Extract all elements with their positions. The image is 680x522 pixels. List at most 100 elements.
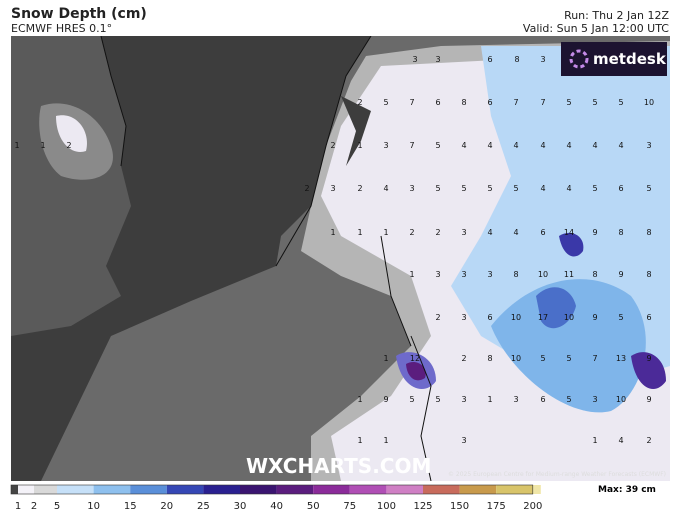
grid-value: 4 [540,141,545,150]
grid-value: 6 [487,98,492,107]
colorbar-tick-label: 40 [270,501,283,512]
colorbar: Max: 39 cm 1 2 5 10 15 20 25 30 40 50 75 100 125 150 1… [10,484,656,512]
snow-england [56,115,87,152]
grid-value: 4 [513,228,518,237]
colorbar-tick-label: 20 [160,501,173,512]
grid-value: 4 [618,141,623,150]
colorbar-segment [18,485,34,494]
grid-value: 6 [487,313,492,322]
logo-box: metdesk [561,42,667,76]
grid-value: 2 [357,184,362,193]
grid-value: 11 [564,270,574,279]
grid-value: 3 [461,436,466,445]
grid-values: 3 3 6 8 32 5 7 6 8 6 7 7 5 5 5 101 1 2 2 1 3 7 5 4 4 4 4 4 4 4 32 3 2 4 3 5… [14,55,654,445]
colorbar-tick-label: 200 [523,501,542,512]
grid-value: 8 [513,270,518,279]
grid-value: 8 [487,354,492,363]
snow-30cm [406,361,426,381]
grid-value: 5 [383,98,388,107]
grid-value: 5 [618,313,623,322]
map: 3 3 6 8 32 5 7 6 8 6 7 7 5 5 5 101 1 2 2 1 3 7 5 4 4 4 4 4 4 4 32 3 2 4 3 5… [11,36,670,481]
colorbar-tick-label: 1 [15,501,21,512]
logo-bg [561,42,667,76]
grid-value: 7 [513,98,518,107]
grid-value: 3 [487,270,492,279]
grid-value: 1 [357,395,362,404]
grid-value: 2 [357,98,362,107]
grid-value: 5 [540,354,545,363]
grid-value: 3 [592,395,597,404]
snow-20cm [559,232,584,257]
grid-value: 1 [592,436,597,445]
colorbar-segment [459,485,497,494]
grid-value: 2 [646,436,651,445]
grid-value: 5 [435,395,440,404]
grid-value: 6 [435,98,440,107]
watermark: WXCHARTS.COM [246,454,431,478]
grid-value: 5 [435,184,440,193]
valid-time: Valid: Sun 5 Jan 12:00 UTC [522,22,669,35]
grid-value: 5 [592,184,597,193]
colorbar-segment [532,485,541,494]
grid-value: 3 [461,313,466,322]
grid-value: 7 [409,141,414,150]
grid-value: 4 [540,184,545,193]
grid-value: 4 [383,184,388,193]
grid-value: 8 [646,228,651,237]
colorbar-segment [166,485,204,494]
colorbar-segment [423,485,460,494]
grid-value: 5 [461,184,466,193]
grid-value: 5 [487,184,492,193]
grid-value: 10 [511,313,521,322]
grid-value: 4 [487,141,492,150]
colorbar-frame [10,484,534,495]
grid-value: 2 [304,184,309,193]
grid-value: 1 [14,141,19,150]
colorbar-tick-label: 175 [487,501,506,512]
colorbar-tick-label: 75 [343,501,356,512]
grid-value: 9 [646,395,651,404]
grid-value: 9 [646,354,651,363]
colorbar-tick-label: 150 [450,501,469,512]
grid-value: 3 [435,55,440,64]
grid-value: 6 [618,184,623,193]
grid-value: 6 [646,313,651,322]
grid-value: 5 [409,395,414,404]
grid-value: 5 [435,141,440,150]
grid-value: 3 [461,228,466,237]
max-value: Max: 39 cm [598,485,656,495]
colorbar-tick-label: 100 [377,501,396,512]
grid-value: 4 [618,436,623,445]
snow-25cm [631,352,666,389]
colorbar-segment [386,485,423,494]
grid-value: 3 [513,395,518,404]
colorbar-segment [313,485,350,494]
colorbar-tick-label: 25 [197,501,210,512]
grid-value: 3 [540,55,545,64]
grid-value: 12 [410,354,420,363]
grid-value: 3 [461,270,466,279]
grid-value: 5 [566,354,571,363]
grid-value: 8 [461,98,466,107]
grid-value: 1 [487,395,492,404]
grid-value: 1 [383,228,388,237]
grid-value: 3 [412,55,417,64]
borders [100,36,432,481]
grid-value: 2 [66,141,71,150]
colorbar-segment [130,485,167,494]
colorbar-tick-label: 10 [87,501,100,512]
colorbar-segment [93,485,131,494]
grid-value: 5 [566,98,571,107]
grid-value: 4 [566,141,571,150]
title: Snow Depth (cm) [11,6,147,22]
ijsselmeer [341,96,371,166]
colorbar-tick-label: 50 [307,501,320,512]
grid-value: 9 [592,228,597,237]
grid-value: 10 [616,395,626,404]
grid-value: 5 [618,98,623,107]
colorbar-segment [240,485,277,494]
colorbar-tick-label: 5 [54,501,60,512]
grid-value: 7 [592,354,597,363]
grid-value: 6 [487,55,492,64]
grid-value: 2 [435,313,440,322]
